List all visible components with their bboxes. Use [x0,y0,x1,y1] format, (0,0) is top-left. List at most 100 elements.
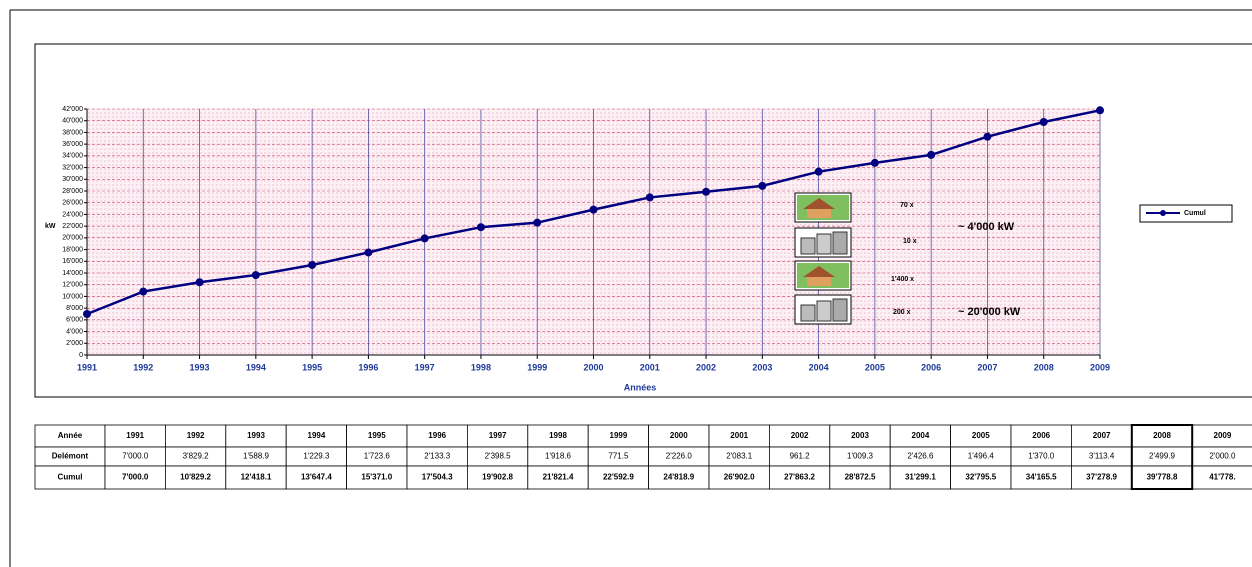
table-text: 1'009.3 [847,452,874,461]
table-text: 1'229.3 [303,452,330,461]
table-text: 1997 [489,431,507,440]
y-tick-label: 38'000 [62,129,83,136]
point [589,205,598,214]
y-tick-label: 24'000 [62,211,83,218]
y-tick-label: 26'000 [62,200,83,207]
icons [794,192,852,325]
table-text: 39'778.8 [1147,473,1178,482]
table-text: 21'821.4 [543,473,574,482]
point [83,310,91,318]
point [870,158,879,167]
point [533,218,542,227]
table-text: 24'818.9 [663,473,694,482]
x-tick-label: 2004 [809,362,829,372]
table-text: 3'829.2 [183,452,210,461]
table-text: 2'226.0 [666,452,693,461]
x-tick-label: 1993 [190,362,210,372]
point [702,187,711,196]
table-text: 32'795.5 [965,473,996,482]
point [983,132,992,141]
table-text: 2'000.0 [1209,452,1236,461]
table-text: 7'000.0 [122,452,149,461]
table-text: 2'133.3 [424,452,451,461]
y-tick-label: 18'000 [62,246,83,253]
legend-box [1139,204,1233,223]
point [1039,118,1048,127]
table-text: 1'588.9 [243,452,270,461]
table-text: 7'000.0 [122,473,149,482]
annotation: ~ 4'000 kW [958,221,1015,233]
table-text: 1994 [308,431,326,440]
x-tick-label: 1994 [246,362,266,372]
y-tick-label: 36'000 [62,141,83,148]
table-text: 2006 [1032,431,1050,440]
table-text: 2003 [851,431,869,440]
table-text: 2001 [730,431,748,440]
x-tick-label: 1999 [527,362,547,372]
table-text: 1993 [247,431,265,440]
table-text: 28'872.5 [845,473,876,482]
x-tick-label: 2007 [977,362,997,372]
table-text: 1992 [187,431,205,440]
y-tick-label: 30'000 [62,176,83,183]
point [476,223,485,232]
y-tick-label: 4'000 [66,328,83,335]
table-text: 2002 [791,431,809,440]
y-tick-label: 2'000 [66,340,83,347]
y-tick-label: 0 [79,352,83,359]
table-text: 13'647.4 [301,473,332,482]
table-text: 34'165.5 [1026,473,1057,482]
point [645,193,654,202]
x-tick-label: 1995 [302,362,322,372]
table-text: 1991 [126,431,144,440]
x-tick-label: 2002 [696,362,716,372]
table-text: 1999 [610,431,628,440]
table-text: Année [58,431,83,440]
y-tick-label: 42'000 [62,106,83,113]
x-tick-label: 2000 [583,362,603,372]
x-tick-label: 1991 [77,362,97,372]
table-text: 1'496.4 [968,452,995,461]
table-text: Cumul [58,473,83,482]
table-text: 22'592.9 [603,473,634,482]
y-tick-label: 16'000 [62,258,83,265]
table-text: 1'723.6 [364,452,391,461]
point [364,248,373,257]
table-text: 2'426.6 [907,452,934,461]
annotation: 1'400 x [891,276,914,283]
annotation: 10 x [903,238,917,245]
x-tick-label: 2006 [921,362,941,372]
y-tick-label: 12'000 [62,282,83,289]
table-text: 961.2 [790,452,811,461]
selected-column [1130,424,1194,490]
table-text: 2000 [670,431,688,440]
table-text: 771.5 [608,452,629,461]
table-text: 2007 [1093,431,1111,440]
table-text: 3'113.4 [1089,452,1115,461]
y-tick-label: 34'000 [62,153,83,160]
x-axis-label: Années [624,382,657,392]
y-tick-label: 14'000 [62,270,83,277]
table-text: 1995 [368,431,386,440]
point [420,234,429,243]
table-text: 1'918.6 [545,452,572,461]
y-tick-label: 32'000 [62,164,83,171]
table-text: 2004 [912,431,930,440]
x-tick-label: 2003 [752,362,772,372]
annotation: ~ 20'000 kW [958,306,1021,318]
annotation: 200 x [893,309,911,316]
x-tick-label: 2009 [1090,362,1110,372]
table-text: 17'504.3 [422,473,453,482]
point [927,150,936,159]
table-text: 2008 [1153,431,1171,440]
x-tick-label: 2008 [1034,362,1054,372]
legend-marker [1160,210,1166,216]
table-text: 31'299.1 [905,473,936,482]
table-text: 27'863.2 [784,473,815,482]
x-tick-label: 1998 [471,362,491,372]
point [195,278,204,287]
table-text: 26'902.0 [724,473,755,482]
table-text: 37'278.9 [1086,473,1117,482]
point [139,287,148,296]
